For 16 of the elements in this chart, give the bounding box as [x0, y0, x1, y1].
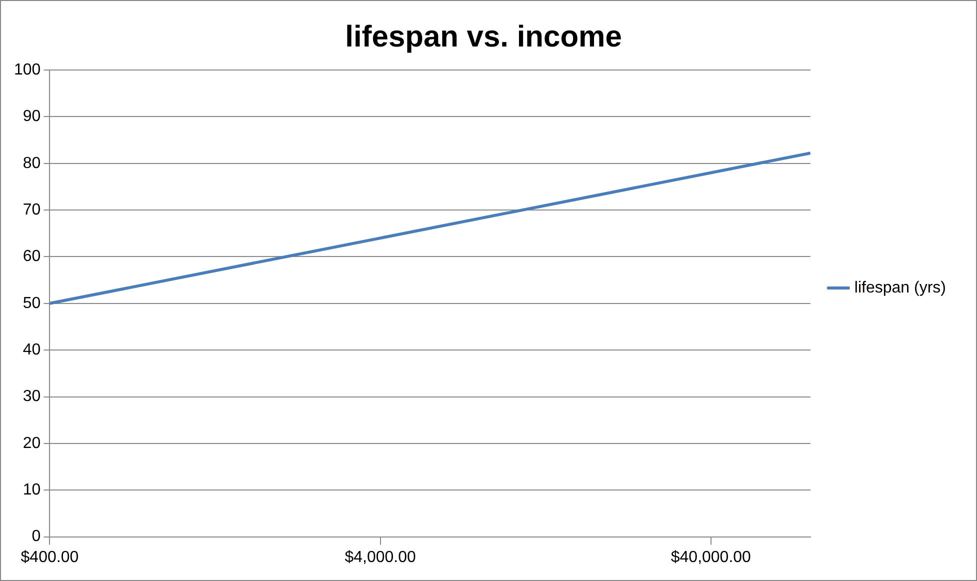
y-tick-label: 30 [22, 388, 41, 406]
y-tick-label: 80 [22, 154, 41, 172]
y-tick-label: 60 [22, 248, 41, 266]
y-tick-label: 100 [14, 61, 41, 78]
legend-label: lifespan (yrs) [854, 279, 946, 296]
y-tick-label: 70 [22, 201, 41, 218]
y-tick-label: 20 [22, 434, 41, 452]
x-tick-label: $4,000.00 [344, 548, 416, 566]
y-tick-label: 0 [32, 528, 41, 546]
y-tick-label: 10 [22, 482, 41, 499]
chart-title: lifespan vs. income [345, 20, 622, 54]
x-tick-label: $40,000.00 [670, 548, 752, 566]
y-tick-label: 90 [22, 108, 41, 126]
y-tick-label: 40 [22, 341, 41, 358]
x-tick-label: $400.00 [20, 548, 79, 566]
y-tick-label: 50 [22, 294, 41, 312]
